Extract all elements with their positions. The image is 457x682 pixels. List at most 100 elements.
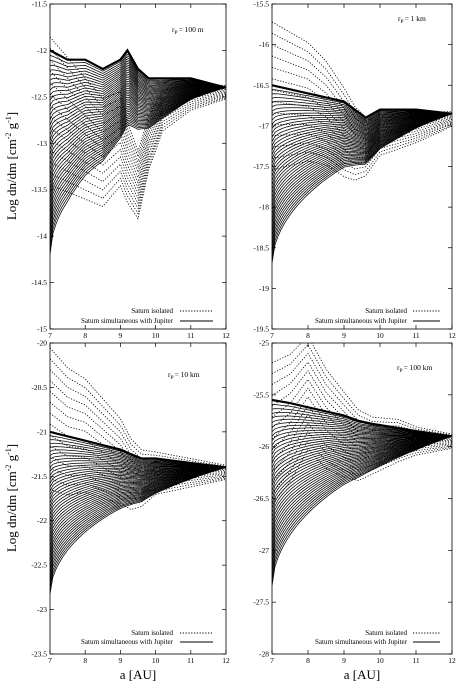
y-tick-label: -14.5 <box>31 278 47 287</box>
y-tick-label: -17.5 <box>253 162 269 171</box>
dotted-curve <box>50 401 226 473</box>
x-tick-label: 11 <box>412 656 419 665</box>
solid-curve <box>50 87 226 160</box>
solid-curve <box>272 435 452 505</box>
dotted-curve <box>50 82 226 174</box>
x-tick-label: 12 <box>222 656 230 665</box>
x-tick-label: 8 <box>83 656 87 665</box>
panel-100km: 7 8 9 10 11 12 -25 -25.5 -26 -26.5 -27 -27.5 -28 rP=… <box>253 339 456 666</box>
x-tick-label: 8 <box>83 331 87 340</box>
series-line-simultaneous <box>272 398 452 438</box>
dotted-curve <box>272 439 452 494</box>
solid-curve <box>272 113 452 129</box>
legend-label-isolated: Saturn isolated <box>365 307 407 315</box>
dotted-curve <box>50 91 226 184</box>
solid-curve <box>272 435 452 537</box>
solid-curve <box>50 467 226 543</box>
dotted-curve <box>272 422 452 472</box>
y-tick-label: -28 <box>259 650 269 659</box>
x-tick-label: 10 <box>152 656 160 665</box>
dotted-curve <box>50 369 226 468</box>
solid-curve <box>272 113 452 177</box>
solid-curve <box>272 113 452 220</box>
solid-curve <box>50 87 226 215</box>
solid-curve <box>272 435 452 455</box>
x-axis-label-left: a [AU] <box>120 667 156 682</box>
y-tick-label: -12 <box>37 46 47 55</box>
solid-curve <box>50 77 226 121</box>
solid-curve <box>50 87 226 210</box>
plot-area <box>50 36 226 255</box>
x-tick-label: 12 <box>448 331 456 340</box>
plot-area <box>50 347 226 594</box>
solid-curve <box>50 467 226 594</box>
solid-curve <box>50 82 226 136</box>
tick-marks: 7 8 9 10 11 12 -11.5 -12 -12.5 -13 -13.5 -14 -14.5 -1… <box>31 0 230 340</box>
solid-curve <box>272 113 452 216</box>
solid-curve <box>272 113 452 264</box>
solid-curve <box>272 113 452 229</box>
dotted-curve <box>50 347 226 466</box>
legend-label-simultaneous: Saturn simultaneous with Jupiter <box>315 317 408 325</box>
dotted-curve <box>272 361 452 438</box>
plot-area <box>272 343 452 586</box>
legend-label-simultaneous: Saturn simultaneous with Jupiter <box>81 317 174 325</box>
x-tick-label: 11 <box>187 331 194 340</box>
solid-curve <box>272 424 452 437</box>
legend: Saturn isolated Saturn simultaneous with… <box>315 629 440 646</box>
curve-family <box>272 343 452 586</box>
solid-curve <box>272 435 452 527</box>
dotted-curve <box>50 98 226 220</box>
solid-curve <box>50 87 226 170</box>
dotted-curve <box>272 101 452 150</box>
dotted-curve <box>50 380 226 469</box>
y-tick-label: -18.5 <box>253 243 269 252</box>
solid-curve <box>50 87 226 240</box>
x-tick-label: 9 <box>119 331 123 340</box>
y-tick-label: -25 <box>259 339 269 348</box>
y-axis-label-bottom: Log dn/dm [cm-2 g-1] <box>4 444 19 552</box>
y-tick-label: -19.5 <box>253 325 269 334</box>
solid-curve <box>272 435 452 509</box>
y-tick-label: -12.5 <box>31 92 47 101</box>
solid-curve <box>272 415 452 437</box>
solid-curve <box>272 435 452 487</box>
plot-frame <box>271 342 453 655</box>
tick-marks: 7 8 9 10 11 12 -20 -20.5 -21 -21.5 -22 -22.5 -23 -23.… <box>31 339 230 666</box>
plot-area <box>272 21 452 264</box>
dotted-curve <box>50 90 226 179</box>
dotted-curve <box>50 59 226 164</box>
solid-curve <box>272 113 452 173</box>
x-tick-label: 7 <box>270 656 274 665</box>
y-tick-label: -13.5 <box>31 185 47 194</box>
dotted-curve <box>272 112 452 154</box>
plot-frame <box>49 3 227 330</box>
y-tick-label: -14 <box>37 232 47 241</box>
dotted-curve <box>272 413 452 461</box>
dotted-curve <box>272 396 452 449</box>
solid-curve <box>272 435 452 532</box>
legend-label-simultaneous: Saturn simultaneous with Jupiter <box>81 638 174 646</box>
solid-curve <box>50 87 226 225</box>
solid-curve <box>272 113 452 147</box>
plot-frame <box>271 3 453 330</box>
panel-1km: 7 8 9 10 11 12 -15.5 -16 -16.5 -17 -17.5 -18 -18.5 -1… <box>253 0 456 340</box>
curve-family <box>50 36 226 255</box>
legend-label-isolated: Saturn isolated <box>131 629 173 637</box>
legend: Saturn isolated Saturn simultaneous with… <box>81 307 213 325</box>
x-tick-label: 7 <box>270 331 274 340</box>
series-line-simultaneous <box>272 84 452 120</box>
solid-curve <box>50 87 226 220</box>
solid-curve <box>272 113 452 155</box>
dotted-curve <box>272 343 452 435</box>
solid-curve <box>272 435 452 496</box>
y-tick-label: -16.5 <box>253 81 269 90</box>
y-tick-label: -16 <box>259 40 269 49</box>
solid-curve <box>272 435 452 564</box>
dotted-curve <box>50 97 226 215</box>
y-tick-label: -22.5 <box>31 561 47 570</box>
solid-curve <box>272 435 452 514</box>
solid-curve <box>50 87 226 156</box>
y-tick-label: -13 <box>37 139 47 148</box>
